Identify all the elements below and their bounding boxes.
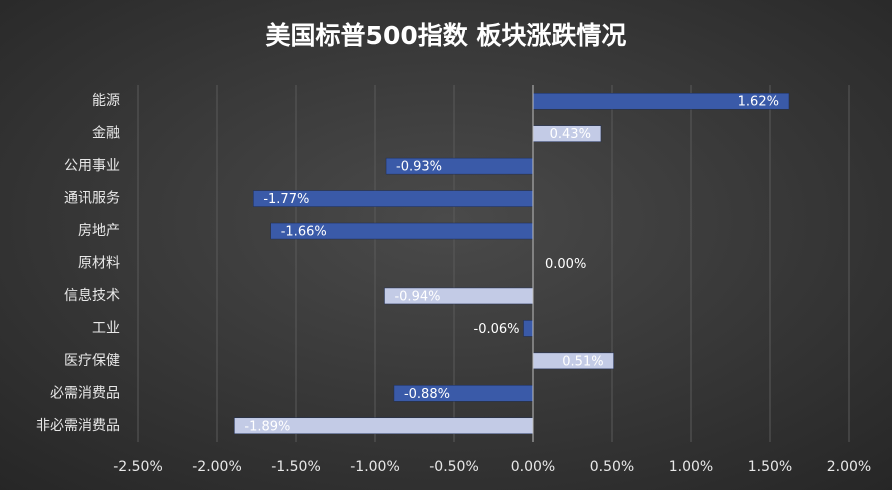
x-tick-label: 0.50% <box>590 459 634 475</box>
value-label: -0.94% <box>394 289 440 304</box>
value-label: -0.93% <box>396 160 442 175</box>
value-label: -1.66% <box>281 225 327 240</box>
x-tick-label: -2.50% <box>113 459 163 475</box>
y-tick-label: 房地产 <box>78 223 120 239</box>
value-label: 0.00% <box>545 257 586 272</box>
x-tick-label: 1.50% <box>748 459 792 475</box>
y-tick-label: 工业 <box>92 320 120 336</box>
x-tick-label: -1.50% <box>271 459 321 475</box>
y-tick-label: 必需消费品 <box>50 385 120 401</box>
value-label: -0.88% <box>404 387 450 402</box>
x-tick-label: -1.00% <box>350 459 400 475</box>
x-tick-label: 0.00% <box>511 459 555 475</box>
value-label: 1.62% <box>738 95 779 110</box>
value-label: -0.06% <box>474 322 520 337</box>
y-tick-label: 能源 <box>92 93 120 109</box>
x-tick-label: 1.00% <box>669 459 713 475</box>
y-tick-label: 信息技术 <box>64 287 120 304</box>
x-tick-label: 2.00% <box>827 459 871 475</box>
bar <box>523 320 534 337</box>
value-label: 0.51% <box>562 354 603 369</box>
y-tick-label: 公用事业 <box>64 158 120 174</box>
value-label: -1.89% <box>244 419 290 434</box>
value-label: -1.77% <box>263 192 309 207</box>
y-tick-label: 金融 <box>92 126 120 142</box>
y-tick-label: 通讯服务 <box>64 191 120 207</box>
chart-title: 美国标普500指数 板块涨跌情况 <box>266 21 627 50</box>
value-label: 0.43% <box>550 127 591 142</box>
y-tick-label: 医疗保健 <box>64 353 120 369</box>
x-tick-label: -0.50% <box>429 459 479 475</box>
y-tick-label: 非必需消费品 <box>36 418 120 434</box>
x-tick-label: -2.00% <box>192 459 242 475</box>
y-tick-label: 原材料 <box>78 256 120 272</box>
